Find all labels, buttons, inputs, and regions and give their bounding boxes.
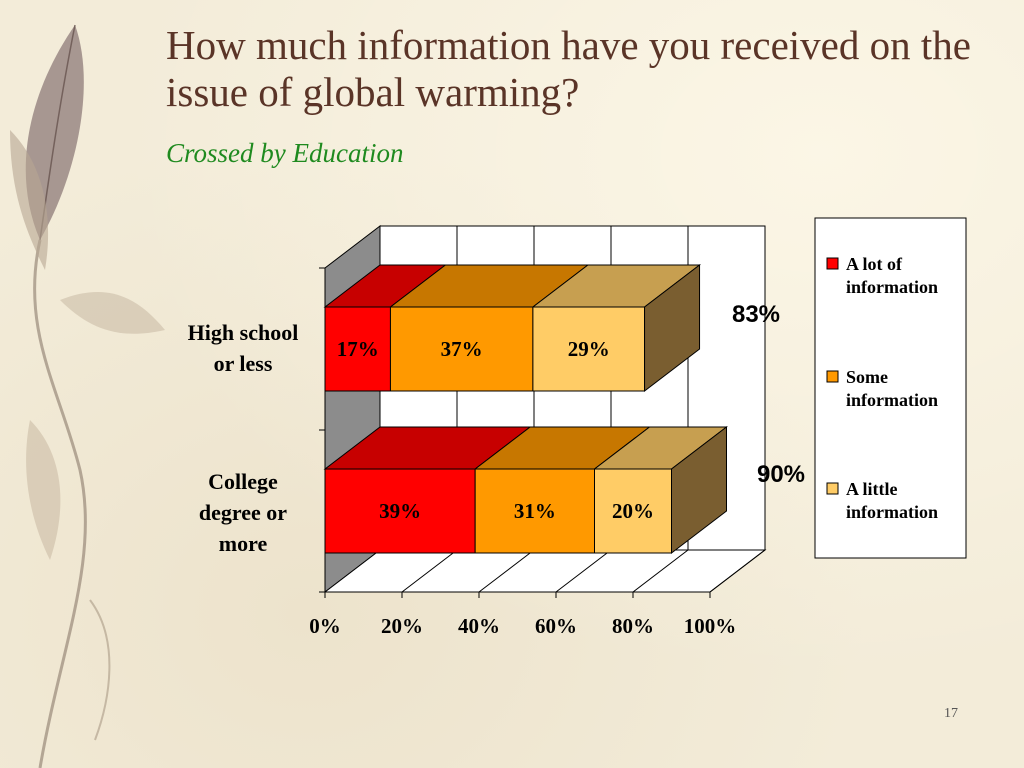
chart-floor bbox=[323, 549, 767, 593]
x-tick-label: 20% bbox=[381, 614, 423, 638]
bar-segment bbox=[594, 468, 672, 554]
legend-swatch bbox=[826, 482, 839, 495]
category-label: High school or less bbox=[188, 320, 299, 376]
legend-swatch bbox=[826, 257, 839, 270]
bar-data-label: 39% bbox=[379, 499, 421, 523]
category-label: College degree or more bbox=[199, 469, 287, 556]
gridline-floor bbox=[555, 549, 612, 593]
bar-total-label: 83% bbox=[732, 301, 780, 328]
bar-data-label: 29% bbox=[568, 337, 610, 361]
leaf-decoration bbox=[10, 24, 165, 768]
legend-box bbox=[814, 217, 967, 559]
bar-end-face bbox=[671, 425, 727, 555]
bar-segment bbox=[532, 306, 646, 392]
legend-label: A little information bbox=[846, 479, 938, 522]
bar-segment bbox=[324, 306, 391, 392]
x-tick-label: 80% bbox=[612, 614, 654, 638]
x-tick-label: 60% bbox=[535, 614, 577, 638]
bar-total-label: 90% bbox=[757, 461, 805, 488]
x-tick-label: 40% bbox=[458, 614, 500, 638]
bar-end-face bbox=[644, 263, 701, 393]
bar-segment bbox=[389, 306, 534, 392]
bar-segment bbox=[474, 468, 595, 554]
legend-swatch bbox=[826, 370, 839, 383]
legend-label: A lot of information bbox=[846, 254, 938, 297]
bar-segment bbox=[324, 468, 476, 554]
bar-data-label: 20% bbox=[612, 499, 654, 523]
bar-data-label: 17% bbox=[337, 337, 379, 361]
x-tick-label: 100% bbox=[684, 614, 737, 638]
slide-title: How much information have you received o… bbox=[166, 22, 971, 115]
gridline-floor bbox=[401, 549, 458, 593]
x-tick-label: 0% bbox=[309, 614, 341, 638]
legend-label: Some information bbox=[846, 367, 938, 410]
slide-subtitle: Crossed by Education bbox=[166, 138, 404, 168]
slide-number: 17 bbox=[944, 706, 958, 721]
gridline-floor bbox=[478, 549, 535, 593]
bar-data-label: 37% bbox=[441, 337, 483, 361]
gridline-floor bbox=[632, 549, 689, 593]
gridline-floor bbox=[709, 549, 766, 593]
bar-data-label: 31% bbox=[514, 499, 556, 523]
